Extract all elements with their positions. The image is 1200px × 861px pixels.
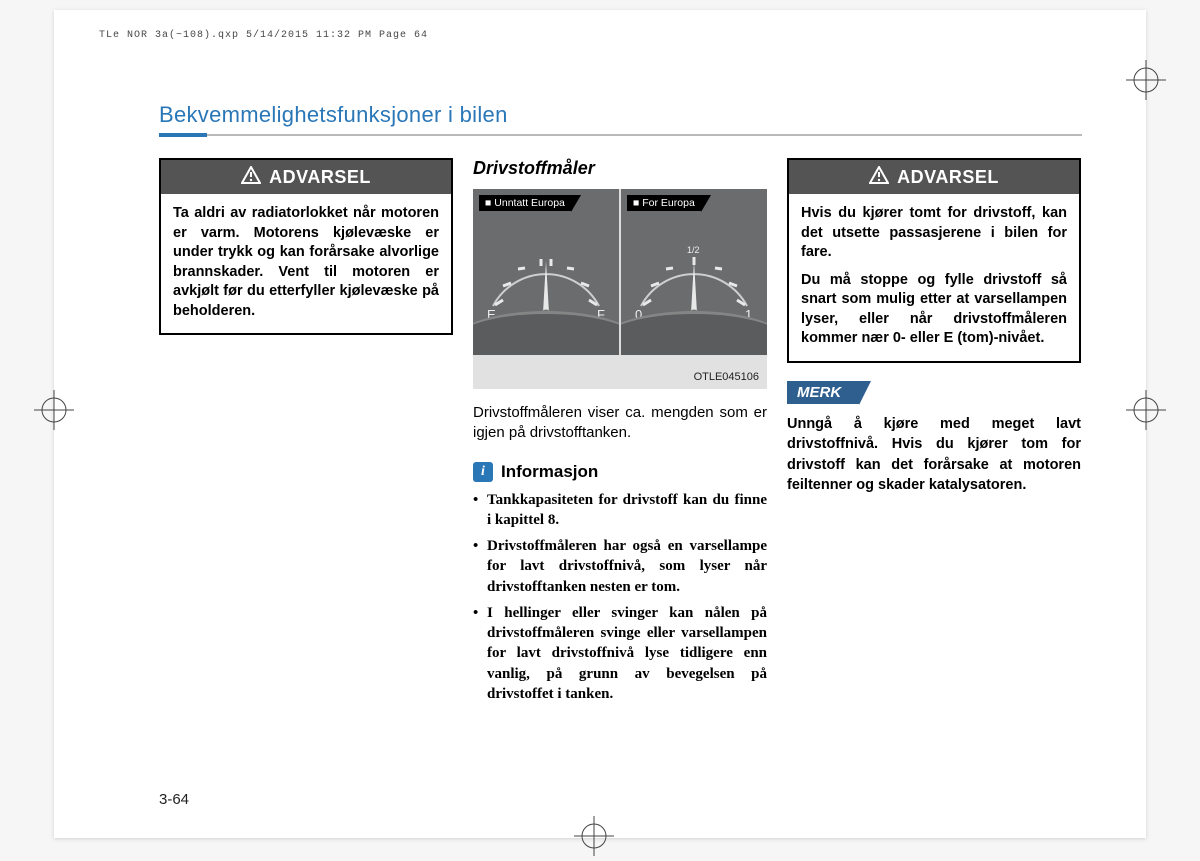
info-item: Tankkapasiteten for drivstoff kan du fin… [473,490,767,531]
info-item: I hellinger eller svinger kan nålen på d… [473,603,767,704]
crop-mark-icon [34,390,74,430]
section-title: Bekvemmelighetsfunksjoner i bilen [159,102,1082,128]
note-tag: MERK [787,381,859,404]
info-list: Tankkapasiteten for drivstoff kan du fin… [473,490,767,705]
info-title: Informasjon [501,462,598,482]
print-header: TLe NOR 3a(~108).qxp 5/14/2015 11:32 PM … [99,30,428,41]
warning-triangle-icon [241,166,261,189]
warning-title: ADVARSEL [897,167,999,188]
subheading: Drivstoffmåler [473,158,767,179]
crop-mark-icon [574,816,614,856]
gauge-row: ■ Unntatt Europa [473,189,767,355]
column-1: ADVARSEL Ta aldri av radiatorlokket når … [159,158,453,710]
warning-text: Hvis du kjører tomt for drivstoff, kan d… [801,204,1067,263]
warning-text: Du må stoppe og fylle drivstoff så snart… [801,271,1067,349]
crop-mark-icon [1126,390,1166,430]
warning-title: ADVARSEL [269,167,371,188]
gauge-panel-left: ■ Unntatt Europa [473,189,619,355]
gauge-label: ■ Unntatt Europa [479,195,571,211]
page-number: 3-64 [159,791,189,808]
column-2: Drivstoffmåler ■ Unntatt Europa [473,158,767,710]
image-code: OTLE045106 [694,371,759,383]
warning-box: ADVARSEL Hvis du kjører tomt for drivsto… [787,158,1081,363]
warning-text: Ta aldri av radiatorlokket når motoren e… [173,204,439,321]
warning-body: Ta aldri av radiatorlokket når motoren e… [161,194,451,333]
info-icon: i [473,462,493,482]
figure-caption: Drivstoffmåleren viser ca. mengden som e… [473,403,767,444]
gauge-label: ■ For Europa [627,195,701,211]
warning-triangle-icon [869,166,889,189]
warning-header: ADVARSEL [789,160,1079,194]
info-item: Drivstoffmåleren har også en varsellampe… [473,536,767,597]
content-area: Bekvemmelighetsfunksjoner i bilen ADVARS… [159,102,1082,710]
svg-text:1/2: 1/2 [687,245,700,255]
column-3: ADVARSEL Hvis du kjører tomt for drivsto… [787,158,1081,710]
document-page: TLe NOR 3a(~108).qxp 5/14/2015 11:32 PM … [54,10,1146,838]
note-text: Unngå å kjøre med meget lavt drivstoffni… [787,414,1081,495]
title-rule [159,134,1082,136]
warning-body: Hvis du kjører tomt for drivstoff, kan d… [789,194,1079,361]
gauge-panel-right: ■ For Europa [621,189,767,355]
warning-box: ADVARSEL Ta aldri av radiatorlokket når … [159,158,453,335]
warning-header: ADVARSEL [161,160,451,194]
crop-mark-icon [1126,60,1166,100]
info-heading: i Informasjon [473,462,767,482]
columns: ADVARSEL Ta aldri av radiatorlokket når … [159,158,1082,710]
gauge-figure: ■ Unntatt Europa [473,189,767,389]
